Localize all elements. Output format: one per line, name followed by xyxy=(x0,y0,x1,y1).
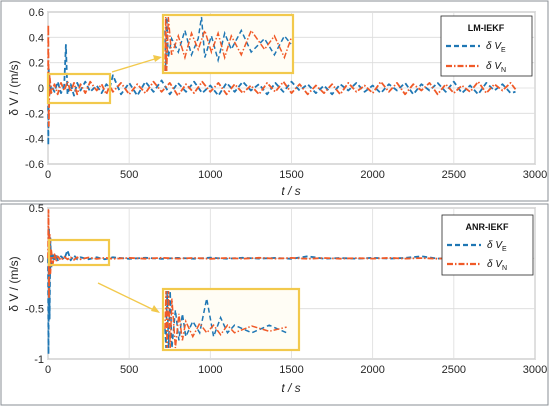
y-tick-label: -0.4 xyxy=(25,134,44,146)
x-axis-label: t / s xyxy=(281,381,300,395)
zoom-inset-series xyxy=(164,16,292,72)
y-tick-label: 0.6 xyxy=(29,7,44,19)
legend: ANR-IEKF δ VE δ VN xyxy=(441,214,534,276)
x-tick-label: 2000 xyxy=(360,364,384,376)
x-tick-label: 500 xyxy=(120,364,138,376)
legend-label-e: δ VE xyxy=(486,41,506,54)
legend-label-e: δ VE xyxy=(487,240,507,253)
grid-lines xyxy=(47,207,536,360)
x-tick-label: 3000 xyxy=(523,169,547,181)
y-tick-label: -0.6 xyxy=(25,159,44,171)
x-tick-label: 2000 xyxy=(360,169,384,181)
y-tick-labels: -1 -0.5 0 0.5 xyxy=(25,203,44,366)
inset-series-line-e xyxy=(164,290,287,349)
legend: LM-IEKF δ VE δ VN xyxy=(440,15,533,77)
y-tick-label: -0.2 xyxy=(25,108,44,120)
lm-iekf-panel: -0.6 -0.4 -0.2 0 0.2 0.4 0.6 0 500 1000 1500 2000 2… xyxy=(0,0,549,202)
y-tick-label: 0 xyxy=(38,253,44,265)
zoom-arrow-head xyxy=(153,55,162,62)
x-tick-label: 1500 xyxy=(279,169,303,181)
y-tick-label: -0.5 xyxy=(25,304,44,316)
x-tick-labels: 0 500 1000 1500 2000 2500 3000 xyxy=(45,364,547,376)
y-axis-label: δ V / (m/s) xyxy=(7,256,21,311)
zoom-region-box xyxy=(46,72,112,105)
y-tick-label: 0.4 xyxy=(29,32,44,44)
zoom-inset xyxy=(161,287,301,352)
zoom-arrow-head xyxy=(151,305,160,313)
series-group xyxy=(47,23,517,146)
y-tick-label: 0.5 xyxy=(29,203,44,215)
y-axis-label: δ V / (m/s) xyxy=(7,60,21,115)
x-tick-label: 0 xyxy=(45,169,51,181)
x-tick-label: 2500 xyxy=(442,169,466,181)
legend-label-n: δ VN xyxy=(487,259,507,272)
series-line-n xyxy=(47,23,517,127)
x-tick-label: 1000 xyxy=(198,364,222,376)
inset-series-line-n xyxy=(164,16,292,72)
series-group xyxy=(47,209,511,355)
inset-series-line-n xyxy=(164,290,287,349)
zoom-arrow xyxy=(111,57,159,73)
x-tick-label: 2500 xyxy=(442,364,466,376)
zoom-arrow xyxy=(97,282,157,312)
inset-series-line-e xyxy=(164,16,292,72)
y-tick-labels: -0.6 -0.4 -0.2 0 0.2 0.4 0.6 xyxy=(25,7,44,171)
zoom-region-box xyxy=(47,238,111,267)
y-tick-label: 0 xyxy=(38,83,44,95)
anr-iekf-panel: -1 -0.5 0 0.5 0 500 1000 1500 2000 2500 3000 δ V … xyxy=(0,203,549,406)
x-tick-label: 0 xyxy=(45,364,51,376)
legend-label-n: δ VN xyxy=(486,61,506,74)
series-line-e xyxy=(47,44,516,146)
legend-title: LM-IEKF xyxy=(468,23,505,33)
x-tick-label: 1500 xyxy=(279,364,303,376)
x-tick-label: 1000 xyxy=(198,169,222,181)
x-tick-label: 500 xyxy=(120,169,138,181)
zoom-inset xyxy=(161,13,295,75)
y-tick-label: 0.2 xyxy=(29,58,44,70)
zoom-inset-frame xyxy=(161,13,295,75)
y-tick-label: -1 xyxy=(34,354,44,366)
zoom-inset-series xyxy=(164,290,287,349)
series-line-n xyxy=(47,209,511,300)
x-tick-label: 3000 xyxy=(523,364,547,376)
x-axis-label: t / s xyxy=(281,184,300,198)
x-tick-labels: 0 500 1000 1500 2000 2500 3000 xyxy=(45,169,547,181)
legend-title: ANR-IEKF xyxy=(466,222,509,232)
